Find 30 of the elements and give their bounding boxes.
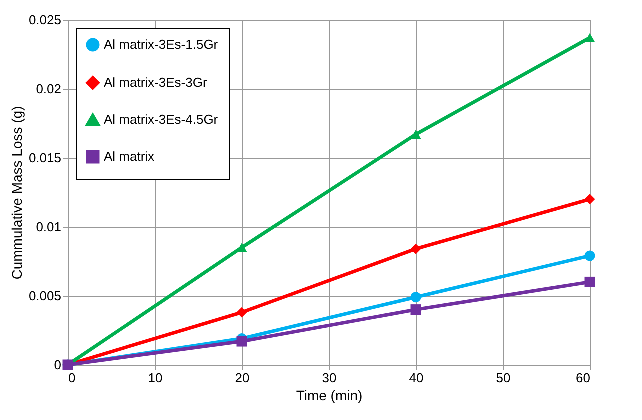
x-tick-label: 20	[235, 370, 250, 386]
point	[584, 250, 596, 262]
point	[236, 336, 248, 347]
y-tick-label: 0	[54, 358, 62, 372]
x-tick-label: 60	[576, 370, 590, 386]
x-tick-label: 50	[496, 370, 511, 386]
y-tick-label: 0.005	[28, 288, 62, 304]
point	[410, 292, 422, 303]
y-tick-label: 0.015	[28, 150, 62, 166]
x-tick-label: 30	[322, 370, 337, 386]
point	[410, 130, 422, 140]
x-tick-label: 40	[409, 370, 424, 386]
y-axis-title: Cummulative Mass Loss (g)	[8, 106, 25, 280]
point	[410, 244, 422, 254]
point	[584, 194, 596, 205]
y-tick-label: 0.025	[28, 12, 62, 28]
point	[410, 304, 422, 316]
point	[236, 243, 248, 252]
legend-label: Al matrix	[104, 149, 156, 164]
legend-label: Al matrix-3Es-4.5Gr	[104, 112, 219, 127]
legend-label: Al matrix-3Es-3Gr	[104, 75, 208, 90]
x-tick-label: 10	[148, 370, 163, 386]
legend-label: Al matrix-3Es-1.5Gr	[104, 37, 219, 52]
point	[584, 33, 596, 42]
y-tick-label: 0.02	[36, 82, 62, 96]
x-axis-title: Time (min)	[296, 388, 363, 404]
point	[236, 307, 248, 318]
point	[584, 276, 596, 288]
y-tick-label: 0.01	[36, 220, 62, 234]
x-tick-label: 0	[68, 370, 76, 386]
